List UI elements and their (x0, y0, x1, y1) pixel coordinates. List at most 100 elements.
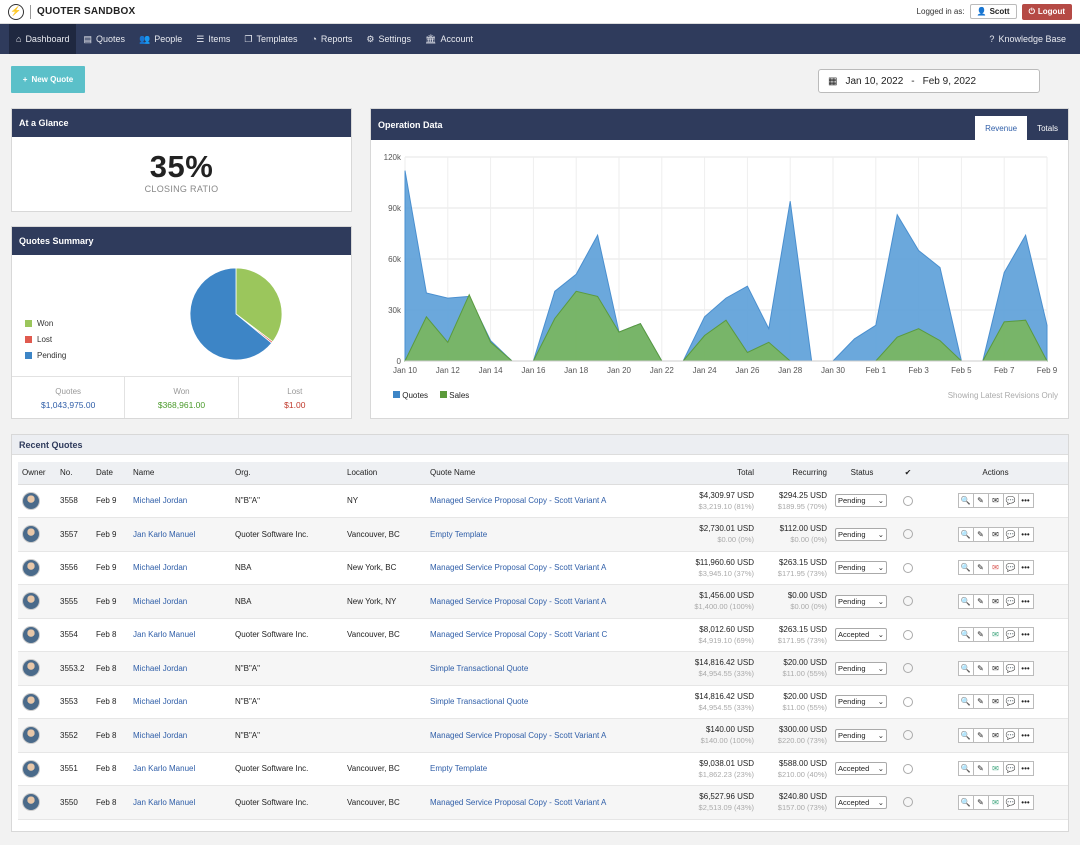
logout-button[interactable]: ⏻ Logout (1021, 3, 1072, 20)
new-quote-button[interactable]: + New Quote (11, 66, 85, 93)
select-radio[interactable] (903, 696, 913, 707)
view-button[interactable]: 🔍 (957, 493, 974, 509)
comment-button[interactable]: 💬 (1002, 493, 1019, 509)
email-button[interactable]: ✉ (987, 761, 1004, 777)
status-select[interactable]: Pending ⌄ (835, 494, 887, 508)
edit-button[interactable]: ✎ (972, 560, 989, 576)
email-button[interactable]: ✉ (987, 526, 1004, 542)
nav-reports[interactable]: ◔ Reports (304, 24, 359, 54)
edit-button[interactable]: ✎ (972, 660, 989, 676)
more-button[interactable]: ••• (1017, 560, 1034, 576)
comment-button[interactable]: 💬 (1002, 560, 1019, 576)
contact-name-link[interactable]: Michael Jordan (129, 651, 231, 686)
quote-name-link[interactable]: Managed Service Proposal Copy - Scott Va… (426, 551, 686, 585)
email-button[interactable]: ✉ (987, 660, 1004, 676)
select-radio[interactable] (903, 663, 913, 674)
edit-button[interactable]: ✎ (972, 794, 989, 810)
view-button[interactable]: 🔍 (957, 660, 974, 676)
quote-name-link[interactable]: Managed Service Proposal Copy - Scott Va… (426, 484, 686, 518)
more-button[interactable]: ••• (1017, 727, 1034, 743)
quote-name-link[interactable]: Managed Service Proposal Copy - Scott Va… (426, 584, 686, 619)
email-button[interactable]: ✉ (987, 593, 1004, 609)
more-button[interactable]: ••• (1017, 794, 1034, 810)
nav-people[interactable]: 👥 People (132, 24, 189, 54)
edit-button[interactable]: ✎ (972, 627, 989, 643)
nav-quotes[interactable]: ▤ Quotes (76, 24, 132, 54)
nav-templates[interactable]: ❐ Templates (237, 24, 304, 54)
more-button[interactable]: ••• (1017, 493, 1034, 509)
tab-totals[interactable]: Totals (1037, 123, 1058, 133)
email-button[interactable]: ✉ (987, 493, 1004, 509)
select-radio[interactable] (903, 562, 913, 573)
select-radio[interactable] (903, 529, 913, 540)
quote-name-link[interactable]: Managed Service Proposal Copy - Scott Va… (426, 718, 686, 753)
email-button[interactable]: ✉ (987, 694, 1004, 710)
quote-name-link[interactable]: Managed Service Proposal Copy - Scott Va… (426, 785, 686, 820)
email-button[interactable]: ✉ (987, 727, 1004, 743)
comment-button[interactable]: 💬 (1002, 660, 1019, 676)
more-button[interactable]: ••• (1017, 526, 1034, 542)
view-button[interactable]: 🔍 (957, 761, 974, 777)
quote-name-link[interactable]: Empty Template (426, 752, 686, 786)
contact-name-link[interactable]: Jan Karlo Manuel (129, 752, 231, 786)
comment-button[interactable]: 💬 (1002, 593, 1019, 609)
more-button[interactable]: ••• (1017, 627, 1034, 643)
more-button[interactable]: ••• (1017, 761, 1034, 777)
status-select[interactable]: Accepted ⌄ (835, 628, 887, 642)
date-range-picker[interactable]: ▦ Jan 10, 2022 - Feb 9, 2022 (818, 69, 1040, 93)
status-select[interactable]: Pending ⌄ (835, 561, 887, 575)
select-radio[interactable] (903, 495, 913, 506)
nav-settings[interactable]: ⚙ Settings (359, 24, 418, 54)
view-button[interactable]: 🔍 (957, 694, 974, 710)
comment-button[interactable]: 💬 (1002, 794, 1019, 810)
comment-button[interactable]: 💬 (1002, 526, 1019, 542)
status-select[interactable]: Pending ⌄ (835, 594, 887, 608)
status-select[interactable]: Accepted ⌄ (835, 795, 887, 809)
quote-name-link[interactable]: Simple Transactional Quote (426, 685, 686, 719)
more-button[interactable]: ••• (1017, 694, 1034, 710)
edit-button[interactable]: ✎ (972, 526, 989, 542)
tab-revenue[interactable]: Revenue (975, 116, 1028, 140)
more-button[interactable]: ••• (1017, 593, 1034, 609)
edit-button[interactable]: ✎ (972, 493, 989, 509)
select-radio[interactable] (903, 629, 913, 640)
comment-button[interactable]: 💬 (1002, 627, 1019, 643)
user-button[interactable]: 👤 Scott (969, 4, 1017, 19)
quote-name-link[interactable]: Managed Service Proposal Copy - Scott Va… (426, 618, 686, 652)
select-radio[interactable] (903, 596, 913, 607)
quote-name-link[interactable]: Simple Transactional Quote (426, 651, 686, 686)
view-button[interactable]: 🔍 (957, 526, 974, 542)
contact-name-link[interactable]: Michael Jordan (129, 551, 231, 585)
status-select[interactable]: Pending ⌄ (835, 728, 887, 742)
view-button[interactable]: 🔍 (957, 593, 974, 609)
status-select[interactable]: Pending ⌄ (835, 695, 887, 709)
contact-name-link[interactable]: Michael Jordan (129, 685, 231, 719)
nav-items[interactable]: ☰ Items (189, 24, 237, 54)
email-button[interactable]: ✉ (987, 794, 1004, 810)
comment-button[interactable]: 💬 (1002, 727, 1019, 743)
more-button[interactable]: ••• (1017, 660, 1034, 676)
nav-knowledge-base[interactable]: ? Knowledge Base (982, 24, 1080, 54)
comment-button[interactable]: 💬 (1002, 761, 1019, 777)
email-button[interactable]: ✉ (987, 627, 1004, 643)
select-radio[interactable] (903, 797, 913, 808)
select-radio[interactable] (903, 730, 913, 741)
email-button[interactable]: ✉ (987, 560, 1004, 576)
status-select[interactable]: Pending ⌄ (835, 661, 887, 675)
contact-name-link[interactable]: Michael Jordan (129, 484, 231, 518)
status-select[interactable]: Accepted ⌄ (835, 762, 887, 776)
edit-button[interactable]: ✎ (972, 694, 989, 710)
select-radio[interactable] (903, 763, 913, 774)
status-select[interactable]: Pending ⌄ (835, 527, 887, 541)
edit-button[interactable]: ✎ (972, 761, 989, 777)
view-button[interactable]: 🔍 (957, 560, 974, 576)
nav-account[interactable]: 🏛 Account (418, 24, 480, 54)
view-button[interactable]: 🔍 (957, 627, 974, 643)
contact-name-link[interactable]: Jan Karlo Manuel (129, 517, 231, 552)
contact-name-link[interactable]: Jan Karlo Manuel (129, 785, 231, 820)
quote-name-link[interactable]: Empty Template (426, 517, 686, 552)
contact-name-link[interactable]: Michael Jordan (129, 584, 231, 619)
comment-button[interactable]: 💬 (1002, 694, 1019, 710)
view-button[interactable]: 🔍 (957, 727, 974, 743)
contact-name-link[interactable]: Jan Karlo Manuel (129, 618, 231, 652)
